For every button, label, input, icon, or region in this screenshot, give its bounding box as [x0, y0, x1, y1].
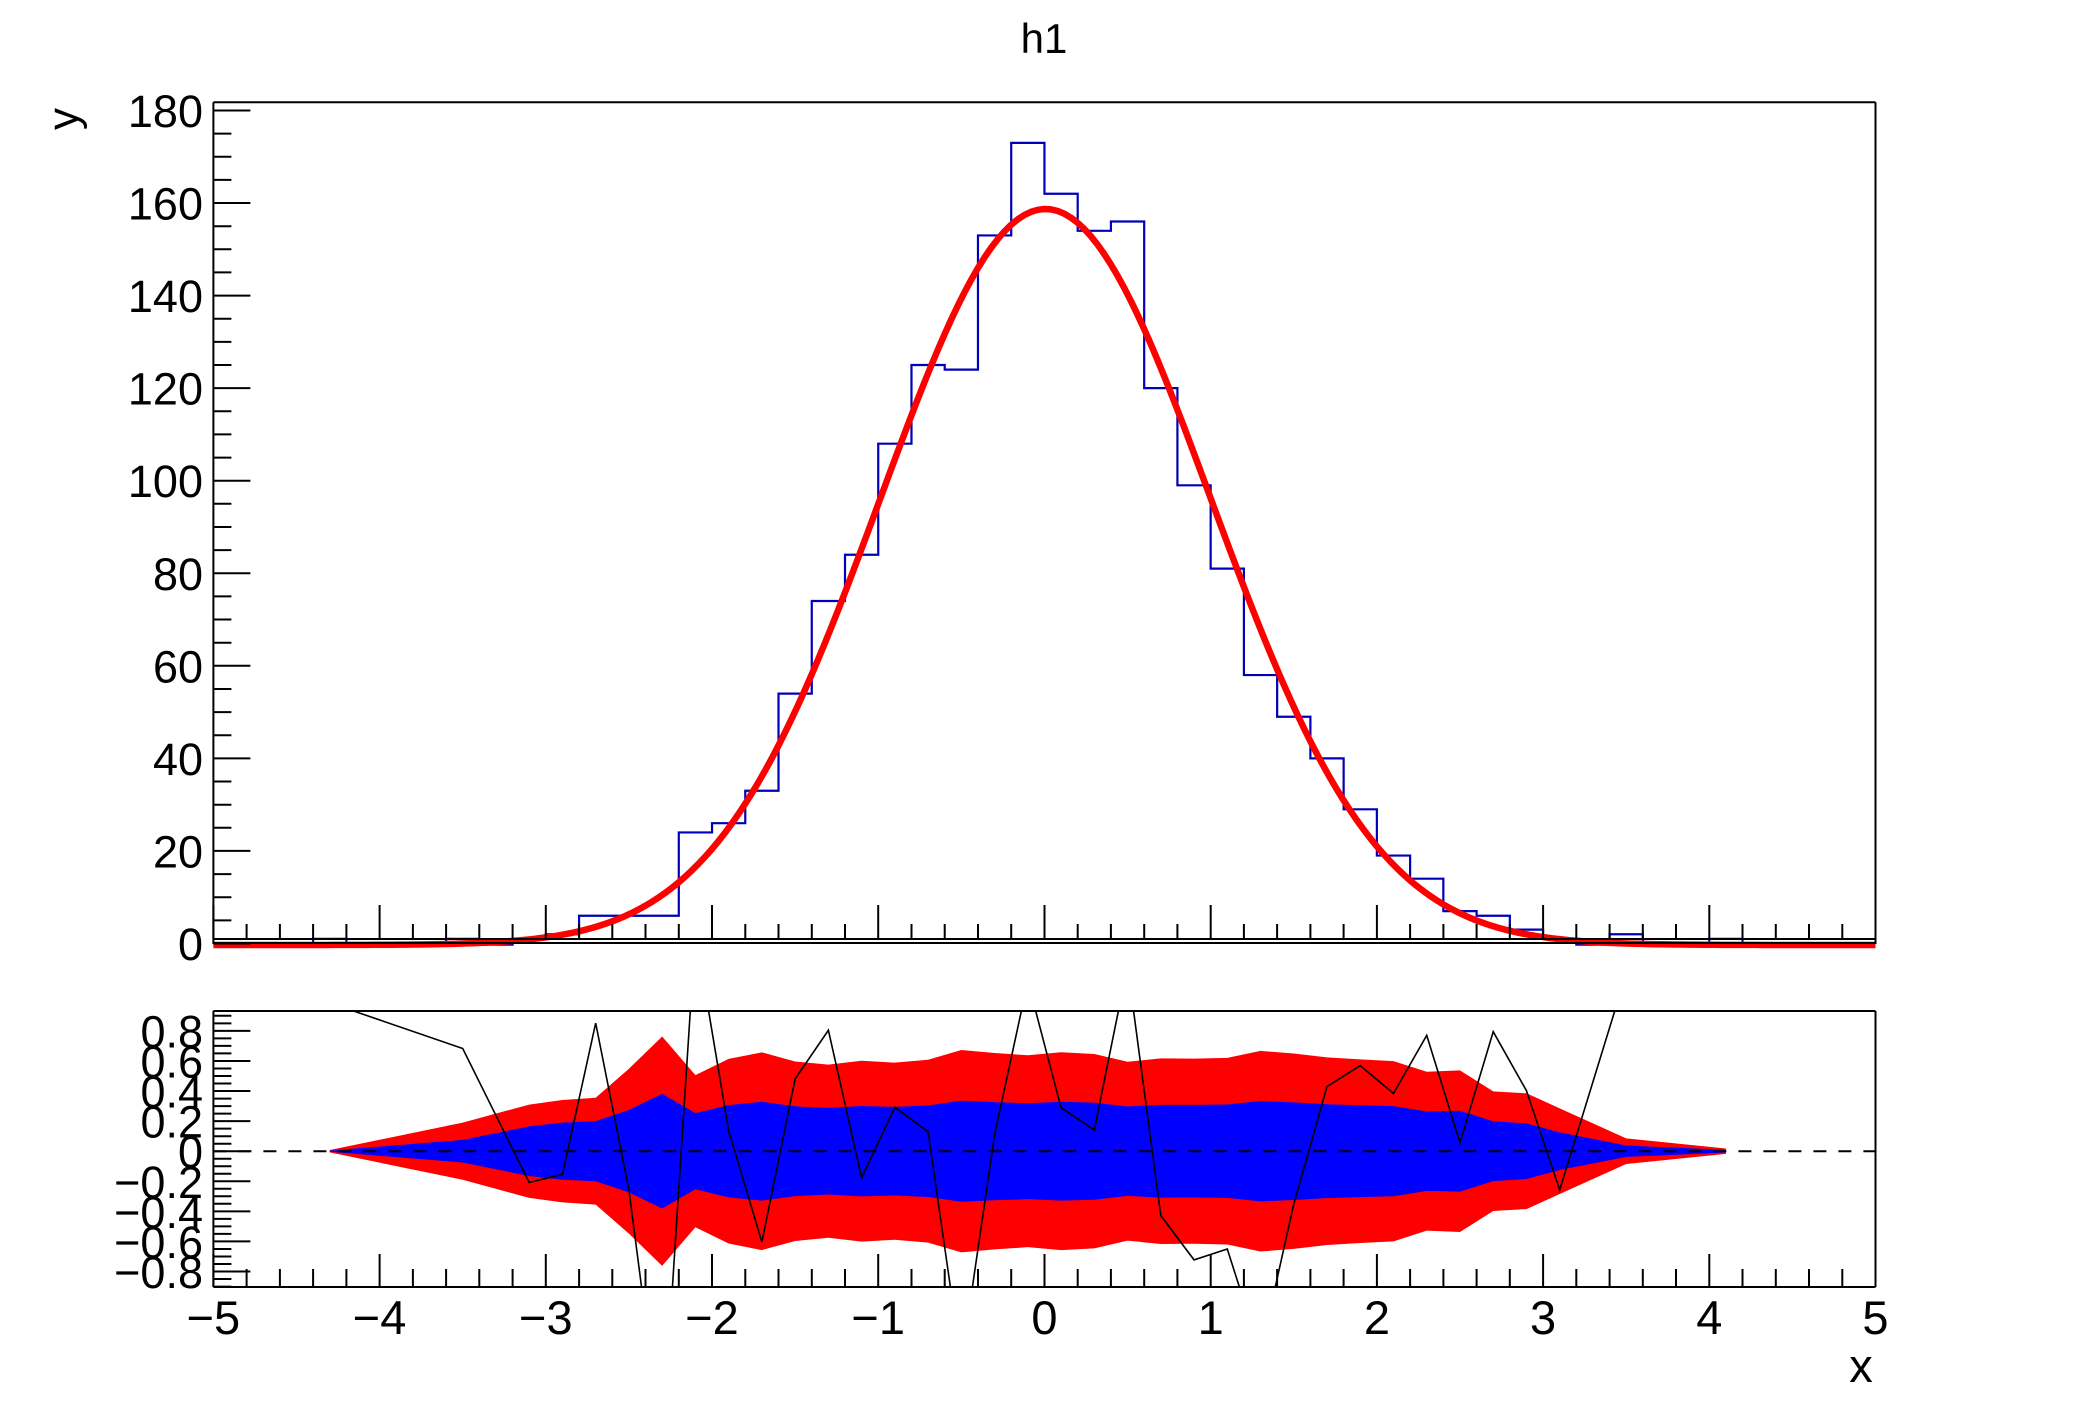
svg-text:0.4: 0.4	[140, 1067, 203, 1118]
svg-text:−4: −4	[353, 1291, 407, 1344]
svg-text:0: 0	[178, 1127, 203, 1178]
svg-text:20: 20	[153, 826, 203, 877]
svg-text:−0.2: −0.2	[114, 1157, 203, 1208]
svg-text:5: 5	[1862, 1291, 1888, 1344]
svg-text:−2: −2	[685, 1291, 739, 1344]
svg-text:2: 2	[1364, 1291, 1390, 1344]
svg-text:80: 80	[153, 549, 203, 600]
svg-text:0.6: 0.6	[140, 1037, 203, 1088]
svg-text:0.8: 0.8	[140, 1006, 203, 1057]
svg-text:y: y	[39, 108, 88, 130]
svg-text:−1: −1	[851, 1291, 905, 1344]
svg-text:120: 120	[128, 364, 203, 415]
svg-text:−0.8: −0.8	[114, 1247, 203, 1298]
svg-text:40: 40	[153, 734, 203, 785]
svg-text:−3: −3	[519, 1291, 573, 1344]
svg-text:h1: h1	[1021, 15, 1068, 62]
svg-text:−5: −5	[187, 1291, 241, 1344]
svg-text:1: 1	[1198, 1291, 1224, 1344]
svg-text:160: 160	[128, 179, 203, 230]
svg-text:−0.4: −0.4	[114, 1187, 203, 1238]
svg-text:60: 60	[153, 641, 203, 692]
svg-text:4: 4	[1696, 1291, 1722, 1344]
svg-text:0: 0	[1031, 1291, 1057, 1344]
svg-text:0: 0	[178, 919, 203, 970]
svg-text:x: x	[1849, 1339, 1873, 1392]
svg-text:100: 100	[128, 456, 203, 507]
svg-text:−0.6: −0.6	[114, 1217, 203, 1268]
svg-text:0.2: 0.2	[140, 1097, 203, 1148]
svg-text:140: 140	[128, 271, 203, 322]
svg-text:3: 3	[1530, 1291, 1556, 1344]
svg-text:180: 180	[128, 86, 203, 137]
